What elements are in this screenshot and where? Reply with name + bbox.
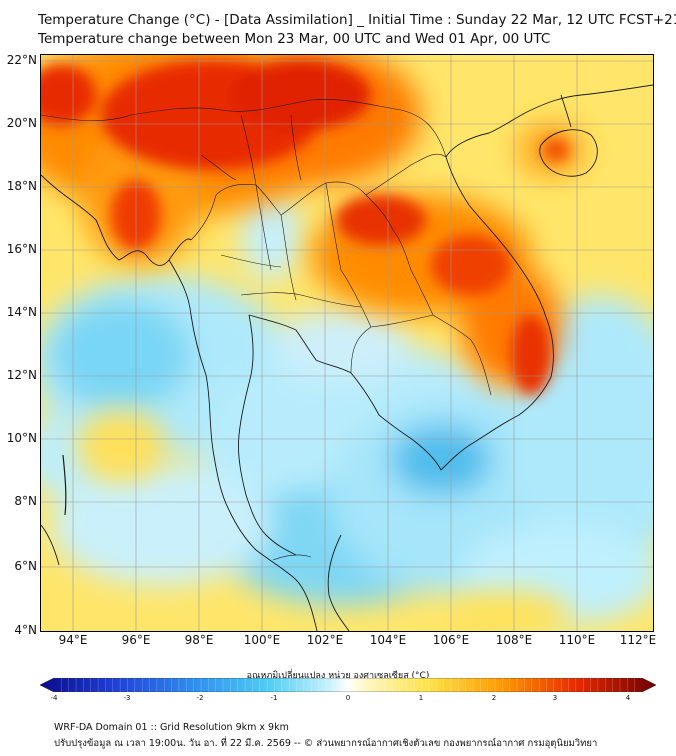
update-credit: ปรับปรุงข้อมูล ณ เวลา 19:00น. วัน อา. ที… <box>54 738 598 749</box>
lon-tick: 112°E <box>619 633 657 647</box>
lon-tick: 94°E <box>58 633 88 647</box>
lat-tick: 12°N <box>6 368 37 382</box>
lat-tick: 14°N <box>6 305 37 319</box>
lon-tick: 102°E <box>306 633 344 647</box>
colorbar-tick: 2 <box>491 694 497 702</box>
lat-tick: 16°N <box>6 242 37 256</box>
colorbar-tick: -2 <box>196 694 204 702</box>
lat-tick: 6°N <box>14 559 37 573</box>
colorbar-segments <box>61 678 635 692</box>
colorbar-label: อุณหภูมิเปลี่ยนแปลง หน่วย องศาเซลเซียส (… <box>246 671 430 681</box>
temperature-map <box>40 54 654 632</box>
coastlines <box>41 84 653 631</box>
map-title: Temperature Change (°C) - [Data Assimila… <box>38 12 676 28</box>
hot-core-field <box>41 60 570 395</box>
lon-tick: 106°E <box>432 633 470 647</box>
lat-tick: 20°N <box>6 116 37 130</box>
lon-tick: 100°E <box>243 633 281 647</box>
lat-tick: 18°N <box>6 179 37 193</box>
map-subtitle: Temperature change between Mon 23 Mar, 0… <box>38 31 551 47</box>
colorbar-tick: 4 <box>625 694 631 702</box>
lon-tick: 104°E <box>369 633 407 647</box>
lon-tick: 110°E <box>558 633 596 647</box>
colorbar-tick: -3 <box>123 694 131 702</box>
map-canvas <box>41 55 653 631</box>
colorbar-tick: 3 <box>552 694 558 702</box>
lat-tick: 4°N <box>14 623 37 637</box>
lon-tick: 108°E <box>495 633 533 647</box>
colorbar-tick: -1 <box>270 694 278 702</box>
colorbar-tick: 0 <box>345 694 351 702</box>
colorbar-tick: 1 <box>418 694 424 702</box>
lat-tick: 10°N <box>6 431 37 445</box>
country-borders <box>41 99 492 561</box>
colorbar-tick: -4 <box>50 694 58 702</box>
lat-tick: 8°N <box>14 494 37 508</box>
model-info: WRF-DA Domain 01 :: Grid Resolution 9km … <box>54 722 289 733</box>
colorbar-gradient <box>40 678 656 692</box>
lon-tick: 96°E <box>121 633 151 647</box>
colorbar <box>40 678 656 692</box>
lon-tick: 98°E <box>184 633 214 647</box>
lat-tick: 22°N <box>6 53 37 67</box>
